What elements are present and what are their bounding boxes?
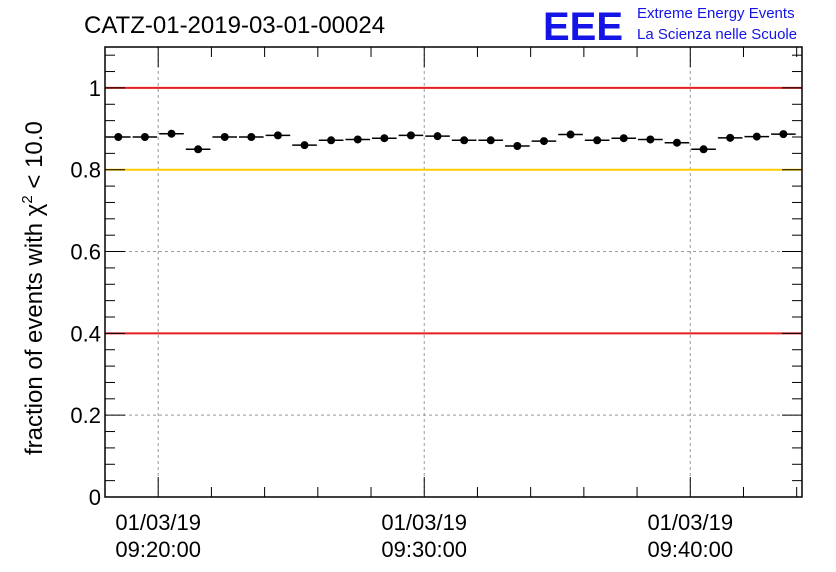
- grid-lines: [105, 47, 802, 497]
- data-point: [726, 133, 735, 142]
- data-point: [779, 130, 788, 139]
- data-point: [327, 136, 336, 145]
- data-point: [273, 131, 282, 140]
- data-point: [619, 134, 628, 143]
- y-tick-label: 0.4: [70, 321, 101, 346]
- data-point: [247, 133, 256, 141]
- data-point: [406, 131, 415, 140]
- axes: 00.20.40.60.8101/03/1909:20:0001/03/1909…: [70, 46, 803, 562]
- data-point: [114, 133, 123, 141]
- y-tick-label: 0.2: [70, 403, 101, 428]
- reference-lines: [105, 86, 802, 335]
- chart-title: CATZ-01-2019-03-01-00024: [84, 12, 385, 39]
- x-tick-label-date: 01/03/19: [381, 510, 467, 535]
- y-tick-label: 0: [89, 485, 101, 510]
- eee-logo-line2: La Scienza nelle Scuole: [637, 26, 797, 43]
- eee-logo: EEE Extreme Energy Events La Scienza nel…: [543, 5, 797, 49]
- data-point: [539, 137, 548, 146]
- data-point: [140, 133, 149, 141]
- data-point: [220, 133, 229, 141]
- data-point: [300, 141, 309, 150]
- x-tick-label-time: 09:40:00: [647, 537, 733, 562]
- x-tick-label-date: 01/03/19: [115, 510, 201, 535]
- data-point: [699, 145, 708, 154]
- data-point: [566, 130, 575, 139]
- data-point: [353, 135, 362, 144]
- data-point: [646, 135, 655, 144]
- data-point: [167, 129, 176, 138]
- x-tick-label-date: 01/03/19: [647, 510, 733, 535]
- data-point: [513, 142, 522, 150]
- y-axis-label: fraction of events with χ2 < 10.0: [19, 121, 48, 455]
- data-point: [433, 132, 442, 141]
- data-points: [106, 129, 796, 154]
- data-point: [460, 136, 469, 145]
- data-point: [380, 134, 389, 143]
- y-tick-label: 0.6: [70, 240, 101, 265]
- y-tick-label: 1: [89, 76, 101, 101]
- data-point: [593, 136, 602, 145]
- x-tick-label-time: 09:20:00: [115, 537, 201, 562]
- x-tick-label-time: 09:30:00: [381, 537, 467, 562]
- data-point: [486, 136, 495, 145]
- eee-logo-mark: EEE: [543, 5, 623, 49]
- y-tick-label: 0.8: [70, 158, 101, 183]
- plot-frame: [104, 46, 803, 498]
- data-point: [752, 132, 761, 141]
- data-point: [194, 145, 203, 154]
- data-point: [672, 138, 681, 147]
- eee-logo-line1: Extreme Energy Events: [637, 5, 795, 22]
